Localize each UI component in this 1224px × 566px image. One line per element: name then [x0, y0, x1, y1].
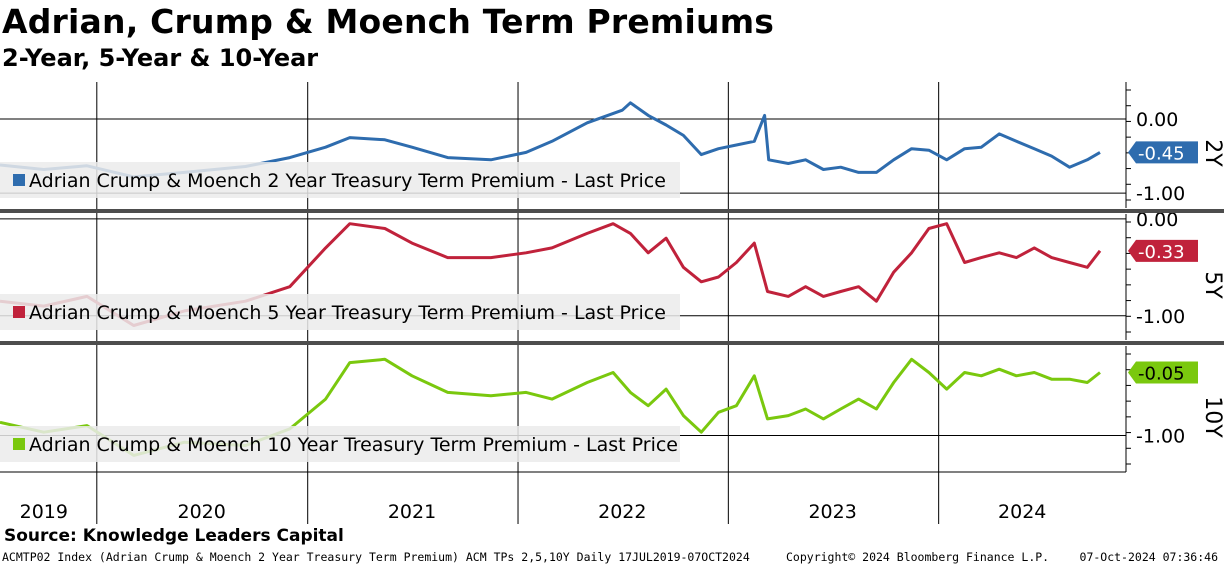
footer-copyright: Copyright© 2024 Bloomberg Finance L.P.: [786, 550, 1050, 564]
panel-separator: [0, 341, 1224, 345]
panel-label: 5Y: [1200, 271, 1224, 299]
panel-separator: [0, 209, 1224, 213]
legend-box: [0, 426, 680, 462]
y-tick-label: -1.00: [1136, 426, 1185, 448]
source-note: Source: Knowledge Leaders Capital: [4, 526, 344, 546]
legend-label: Adrian Crump & Moench 10 Year Treasury T…: [29, 434, 678, 456]
x-tick-label: 2024: [998, 501, 1046, 523]
legend-box: [0, 162, 680, 198]
last-value-callout: [1128, 361, 1198, 384]
y-tick-label: 0.00: [1136, 109, 1178, 131]
series-line-5y: [0, 222, 1102, 327]
legend-swatch: [13, 438, 25, 450]
footer-ticker-info: ACMTP02 Index (Adrian Crump & Moench 2 Y…: [2, 550, 750, 564]
footer-timestamp: 07-Oct-2024 07:36:46: [1079, 550, 1218, 564]
panel-label: 2Y: [1200, 139, 1224, 167]
last-value-callout: [1128, 239, 1198, 262]
y-tick-label: -1.00: [1136, 306, 1185, 328]
legend-label: Adrian Crump & Moench 2 Year Treasury Te…: [29, 170, 666, 192]
x-tick-label: 2023: [808, 501, 856, 523]
y-tick-label: -1.00: [1136, 183, 1185, 205]
x-tick-label: 2021: [388, 501, 436, 523]
x-tick-label: 2019: [20, 501, 68, 523]
legend-label: Adrian Crump & Moench 5 Year Treasury Te…: [29, 302, 666, 324]
x-tick-label: 2022: [598, 501, 646, 523]
legend-swatch: [13, 174, 25, 186]
last-value-label: -0.33: [1138, 242, 1185, 263]
legend-swatch: [13, 306, 25, 318]
last-value-label: -0.05: [1138, 364, 1185, 385]
chart-subtitle: 2-Year, 5-Year & 10-Year: [2, 44, 319, 72]
legend-box: [0, 294, 680, 330]
chart-title: Adrian, Crump & Moench Term Premiums: [2, 2, 775, 41]
last-value-label: -0.45: [1138, 143, 1185, 164]
series-line-2y: [0, 101, 1101, 179]
panel-label: 10Y: [1200, 396, 1224, 438]
last-value-callout: [1128, 141, 1198, 164]
x-tick-label: 2020: [177, 501, 225, 523]
series-line-10y: [0, 357, 1101, 457]
y-tick-label: 0.00: [1136, 209, 1178, 231]
